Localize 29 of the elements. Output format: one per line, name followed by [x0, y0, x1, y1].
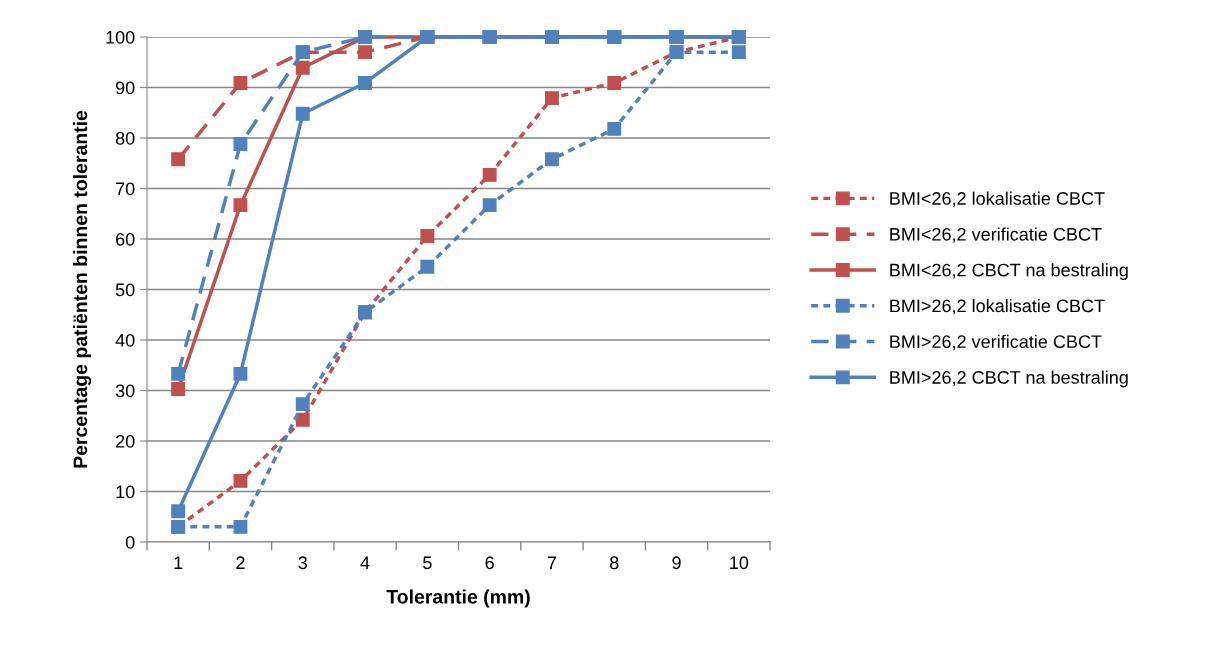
legend-label: BMI>26,2 lokalisatie CBCT [890, 298, 1105, 315]
x-tick-label: 10 [730, 556, 749, 570]
y-tick-label: 30 [115, 384, 135, 398]
x-tick-label: 4 [360, 556, 370, 569]
y-tick-label: 100 [106, 30, 135, 44]
x-tick-label: 1 [174, 556, 183, 569]
y-tick-label: 70 [116, 182, 135, 196]
legend-label: BMI<26,2 verificatie CBCT [890, 227, 1102, 243]
y-tick-label: 50 [115, 283, 135, 297]
x-tick-label: 6 [485, 556, 494, 570]
y-tick-label: 20 [116, 434, 135, 448]
x-tick-label: 3 [298, 556, 307, 570]
y-axis-title: Percentage patiënten binnen tolerantie [72, 110, 92, 468]
x-tick-label: 8 [610, 556, 619, 570]
x-tick-label: 7 [547, 556, 557, 569]
x-tick-label: 5 [423, 556, 432, 570]
y-tick-label: 0 [125, 535, 135, 549]
legend-label: BMI>26,2 CBCT na bestraling [890, 370, 1128, 388]
x-axis-title: Tolerantie (mm) [386, 589, 530, 608]
y-tick-label: 80 [115, 131, 135, 145]
legend-label: BMI>26,2 verificatie CBCT [890, 334, 1102, 351]
legend-label: BMI<26,2 lokalisatie CBCT [890, 191, 1105, 208]
y-tick-label: 90 [115, 81, 135, 95]
legend-label: BMI<26,2 CBCT na bestraling [890, 263, 1128, 281]
y-tick-label: 10 [116, 485, 135, 499]
y-tick-label: 60 [116, 232, 135, 246]
y-tick-label: 40 [115, 333, 135, 347]
x-tick-label: 2 [236, 556, 245, 569]
x-tick-label: 9 [672, 556, 681, 570]
